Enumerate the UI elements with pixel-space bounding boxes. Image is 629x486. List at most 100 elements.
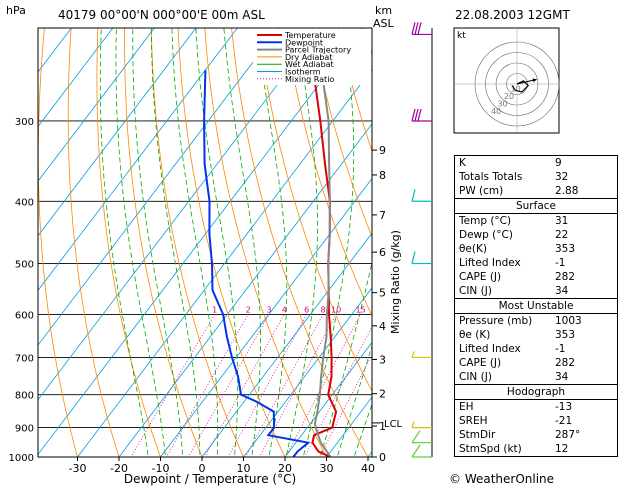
isotherm-line	[242, 287, 372, 457]
wind-barb-flag	[411, 430, 421, 444]
km-tick-label: 4	[379, 320, 386, 333]
pressure-tick-label: 600	[15, 310, 34, 321]
info-value: -1	[555, 343, 566, 355]
dry-adiabat-line	[311, 28, 372, 238]
info-key: PW (cm)	[459, 185, 504, 197]
wind-barbs	[411, 22, 433, 458]
km-tick-label: 1	[379, 420, 386, 433]
hodograph-ring-label: 30	[497, 100, 507, 109]
km-tick-label: 7	[379, 209, 386, 222]
wind-barb	[411, 444, 432, 458]
mixing-ratio-label: 20	[373, 305, 383, 314]
info-row: CAPE (J) 282	[455, 356, 617, 370]
info-value: 353	[555, 329, 576, 341]
dry-adiabat-line	[623, 8, 629, 471]
info-value: 1003	[555, 315, 582, 327]
wind-barb	[411, 351, 432, 359]
wind-barb-flag	[411, 189, 416, 202]
wind-barb	[411, 108, 432, 122]
x-tick-label: -20	[110, 462, 128, 475]
info-key: θe (K)	[459, 329, 491, 341]
info-value: 282	[555, 271, 576, 283]
isotherm-line	[159, 177, 372, 457]
dry-adiabat-line	[96, 28, 161, 457]
info-row: Pressure (mb) 1003	[455, 314, 617, 328]
wet-adiabat-line	[285, 28, 318, 457]
dry-adiabat-line	[231, 28, 369, 457]
info-key: Totals Totals	[459, 171, 523, 183]
info-value: 31	[555, 215, 569, 227]
hodograph-box: Hodograph EH -13 SREH -21 StmDir 287° StmSpd (…	[454, 385, 618, 457]
wet-adiabat-line	[99, 28, 149, 457]
wet-adiabat-line	[195, 28, 239, 457]
km-tick-label: 8	[379, 169, 386, 182]
wind-barb-flag	[411, 251, 416, 264]
info-row: CAPE (J) 282	[455, 270, 617, 284]
km-tick-label: 6	[379, 246, 386, 259]
mixing-ratio-line	[285, 314, 361, 457]
hodograph-ring-label: 40	[491, 107, 501, 116]
info-row: Lifted Index -1	[455, 256, 617, 270]
wet-adiabat-line	[150, 28, 201, 457]
most-unstable-box: Most Unstable Pressure (mb) 1003 θe (K) 353…	[454, 299, 618, 385]
dry-adiabat-line	[67, 28, 120, 457]
indices-box: K 9 Totals Totals 32 PW (cm) 2.88	[454, 155, 618, 199]
isotherm-line	[201, 232, 372, 457]
mixing-ratio-label: 4	[282, 305, 287, 314]
plot-frame	[37, 27, 373, 458]
wind-barb	[411, 430, 432, 444]
info-row: Totals Totals 32	[455, 170, 617, 184]
info-value: -1	[555, 257, 566, 269]
info-value: 282	[555, 357, 576, 369]
info-key: StmSpd (kt)	[459, 443, 522, 455]
pressure-tick-label: 700	[15, 353, 34, 364]
wet-adiabat-line	[336, 344, 372, 457]
station-title: 40179 00°00'N 000°00'E 00m ASL	[58, 8, 265, 22]
x-tick-label: -30	[69, 462, 87, 475]
pressure-tick-label: 400	[15, 197, 34, 208]
wind-barb	[411, 22, 432, 36]
hodograph-trace	[511, 80, 530, 93]
mixing-ratio-label: 6	[304, 305, 309, 314]
info-key: EH	[459, 401, 474, 413]
isotherm-line	[284, 341, 372, 457]
pressure-tick-label: 500	[15, 260, 34, 271]
pressure-tick-label: 300	[15, 117, 34, 128]
hpa-axis-label: hPa	[6, 4, 26, 17]
dry-adiabat-line	[38, 28, 78, 457]
info-row: PW (cm) 2.88	[455, 184, 617, 198]
isotherm-line	[118, 123, 372, 457]
x-tick-label: 20	[278, 462, 292, 475]
dry-adiabat-line	[151, 28, 244, 457]
mixing-ratio-line	[204, 314, 285, 457]
wind-barb-flag	[411, 421, 415, 428]
info-value: 12	[555, 443, 569, 455]
most-unstable-title: Most Unstable	[455, 299, 617, 314]
info-row: CIN (J) 34	[455, 370, 617, 384]
mixing-ratio-line	[227, 314, 307, 457]
x-tick-label: -10	[152, 462, 170, 475]
pressure-tick-label: 900	[15, 424, 34, 435]
info-key: Dewp (°C)	[459, 229, 513, 241]
km-tick-label: 3	[379, 353, 386, 366]
info-value: 9	[555, 157, 562, 169]
info-row: Lifted Index -1	[455, 342, 617, 356]
isotherm-line	[38, 28, 114, 128]
isotherm-line	[38, 28, 280, 346]
hodograph-unit-label: kt	[457, 31, 466, 41]
wind-barb-flag	[417, 22, 422, 35]
km-label: km	[375, 4, 392, 17]
info-row: StmSpd (kt) 12	[455, 442, 617, 456]
info-value: 2.88	[555, 185, 579, 197]
sounding-profiles	[203, 69, 338, 457]
info-key: K	[459, 157, 466, 169]
hodograph-frame	[453, 27, 560, 134]
info-row: SREH -21	[455, 414, 617, 428]
series-line-parcel-trajectory	[313, 69, 332, 457]
wind-barb-flag	[411, 22, 416, 35]
isotherm-line	[38, 28, 197, 237]
info-row: θe(K) 353	[455, 242, 617, 256]
indices-panel: K 9 Totals Totals 32 PW (cm) 2.88 Surface Tem…	[454, 155, 618, 457]
info-key: Lifted Index	[459, 343, 521, 355]
